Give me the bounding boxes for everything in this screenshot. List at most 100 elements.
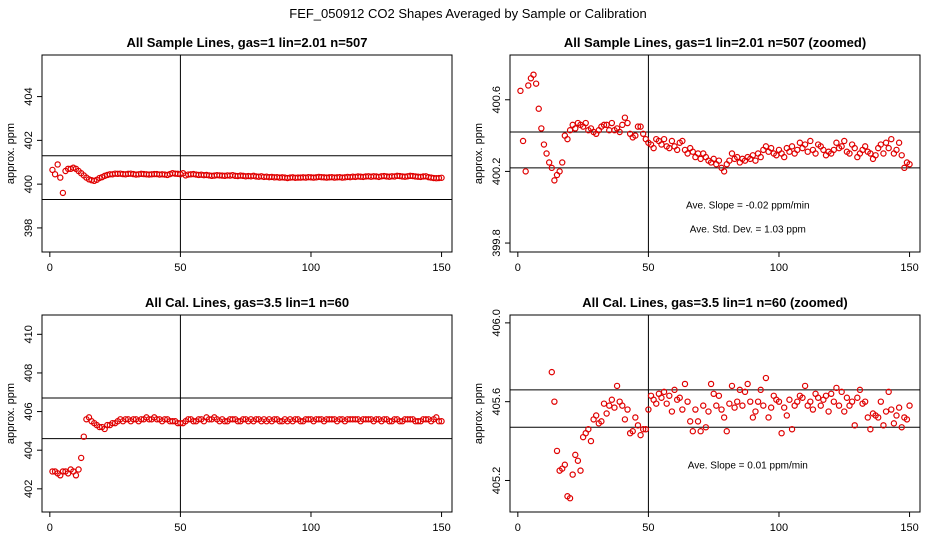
data-point: [122, 416, 129, 423]
data-point: [736, 386, 744, 394]
data-point: [396, 418, 403, 425]
data-point: [807, 137, 814, 145]
data-point: [828, 390, 835, 398]
data-point: [856, 386, 864, 394]
data-point: [867, 426, 874, 433]
data-point: [336, 416, 343, 423]
data-point: [639, 130, 647, 138]
data-point: [752, 408, 759, 415]
data-point: [833, 139, 840, 146]
data-point: [754, 398, 762, 405]
data-point: [749, 414, 757, 421]
data-point: [838, 388, 845, 396]
data-point: [138, 416, 145, 423]
data-point: [59, 468, 67, 475]
data-point: [718, 406, 725, 413]
data-point: [880, 422, 887, 429]
data-point: [880, 150, 887, 157]
data-point: [587, 437, 595, 445]
data-point: [391, 416, 398, 423]
data-point: [895, 139, 903, 146]
data-point: [658, 394, 665, 401]
data-point: [851, 144, 858, 152]
y-tick-label: 402: [23, 131, 35, 149]
data-point: [848, 398, 856, 405]
data-point: [538, 125, 545, 132]
data-point: [898, 152, 905, 159]
data-point: [901, 164, 908, 172]
data-point: [877, 398, 885, 405]
data-point: [861, 143, 869, 150]
data-point: [611, 404, 618, 411]
data-point: [386, 418, 393, 425]
data-point: [548, 164, 555, 172]
data-point: [653, 400, 660, 407]
data-point: [728, 150, 736, 157]
data-point: [762, 374, 770, 382]
data-point: [572, 451, 579, 459]
data-point: [720, 414, 728, 421]
data-point: [608, 396, 616, 403]
data-point: [786, 396, 793, 403]
data-point: [733, 398, 741, 405]
data-point: [616, 128, 623, 136]
data-point: [634, 422, 642, 429]
data-point: [72, 472, 80, 479]
data-point: [297, 418, 304, 425]
chart-title: All Sample Lines, gas=1 lin=2.01 n=507: [127, 35, 368, 50]
data-point: [775, 398, 783, 405]
data-point: [838, 143, 845, 150]
data-point: [807, 398, 814, 405]
data-point: [229, 416, 236, 423]
x-tick-label: 0: [515, 522, 521, 534]
data-point: [380, 416, 388, 423]
x-tick-label: 150: [900, 262, 918, 274]
chart-title: All Cal. Lines, gas=3.5 lin=1 n=60 (zoom…: [582, 295, 848, 310]
data-point: [864, 414, 871, 421]
data-point: [843, 394, 851, 401]
data-points: [49, 414, 445, 479]
data-point: [414, 418, 422, 425]
data-point: [731, 404, 738, 411]
data-point: [817, 402, 824, 409]
data-point: [898, 424, 905, 431]
data-point: [315, 416, 323, 423]
data-point: [679, 137, 686, 145]
data-point: [906, 161, 913, 168]
y-tick-label: 408: [23, 364, 35, 382]
data-point: [598, 418, 605, 425]
data-point: [726, 400, 733, 407]
data-point: [328, 416, 336, 423]
data-point: [577, 467, 584, 474]
data-point: [885, 388, 892, 396]
data-point: [613, 382, 621, 390]
data-point: [569, 471, 576, 478]
data-point: [660, 135, 668, 143]
data-point: [109, 419, 116, 427]
data-point: [632, 132, 639, 139]
data-points: [49, 161, 445, 197]
y-tick-label: 399.8: [491, 229, 503, 257]
data-point: [624, 406, 631, 413]
data-point: [621, 416, 629, 423]
data-point: [885, 144, 892, 152]
data-point: [692, 406, 699, 413]
data-point: [788, 143, 796, 150]
plot-frame: [509, 54, 921, 253]
x-tick-label: 150: [432, 522, 450, 534]
data-point: [530, 71, 537, 78]
data-point: [566, 495, 574, 502]
plot-frame: [41, 314, 453, 513]
data-point: [668, 408, 676, 415]
data-point: [564, 135, 571, 143]
data-point: [666, 392, 673, 399]
data-point: [619, 121, 626, 129]
data-point: [104, 421, 111, 429]
data-point: [846, 150, 853, 157]
y-tick-label: 405.6: [491, 388, 503, 416]
data-point: [603, 410, 610, 417]
y-tick-label: 405.2: [491, 467, 503, 495]
data-point: [681, 380, 689, 388]
data-point: [783, 412, 791, 419]
data-point: [352, 416, 359, 423]
